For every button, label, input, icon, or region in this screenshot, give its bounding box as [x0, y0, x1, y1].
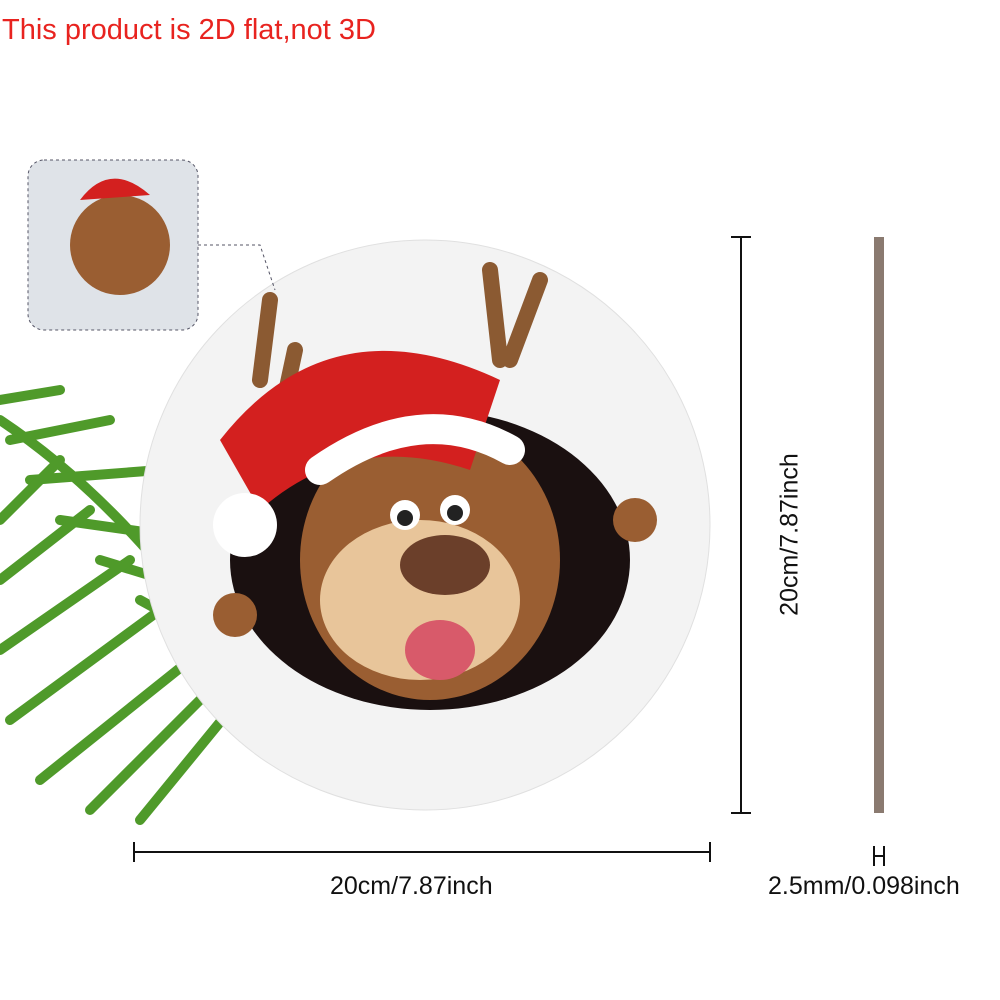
height-label: 20cm/7.87inch [775, 453, 804, 616]
dimension-lines [133, 236, 885, 866]
headline-text: This product is 2D flat,not 3D [2, 14, 376, 46]
reindeer-character [213, 262, 657, 700]
edge-thickness-view [874, 237, 884, 813]
width-label: 20cm/7.87inch [330, 872, 493, 900]
thickness-label: 2.5mm/0.098inch [768, 872, 960, 900]
